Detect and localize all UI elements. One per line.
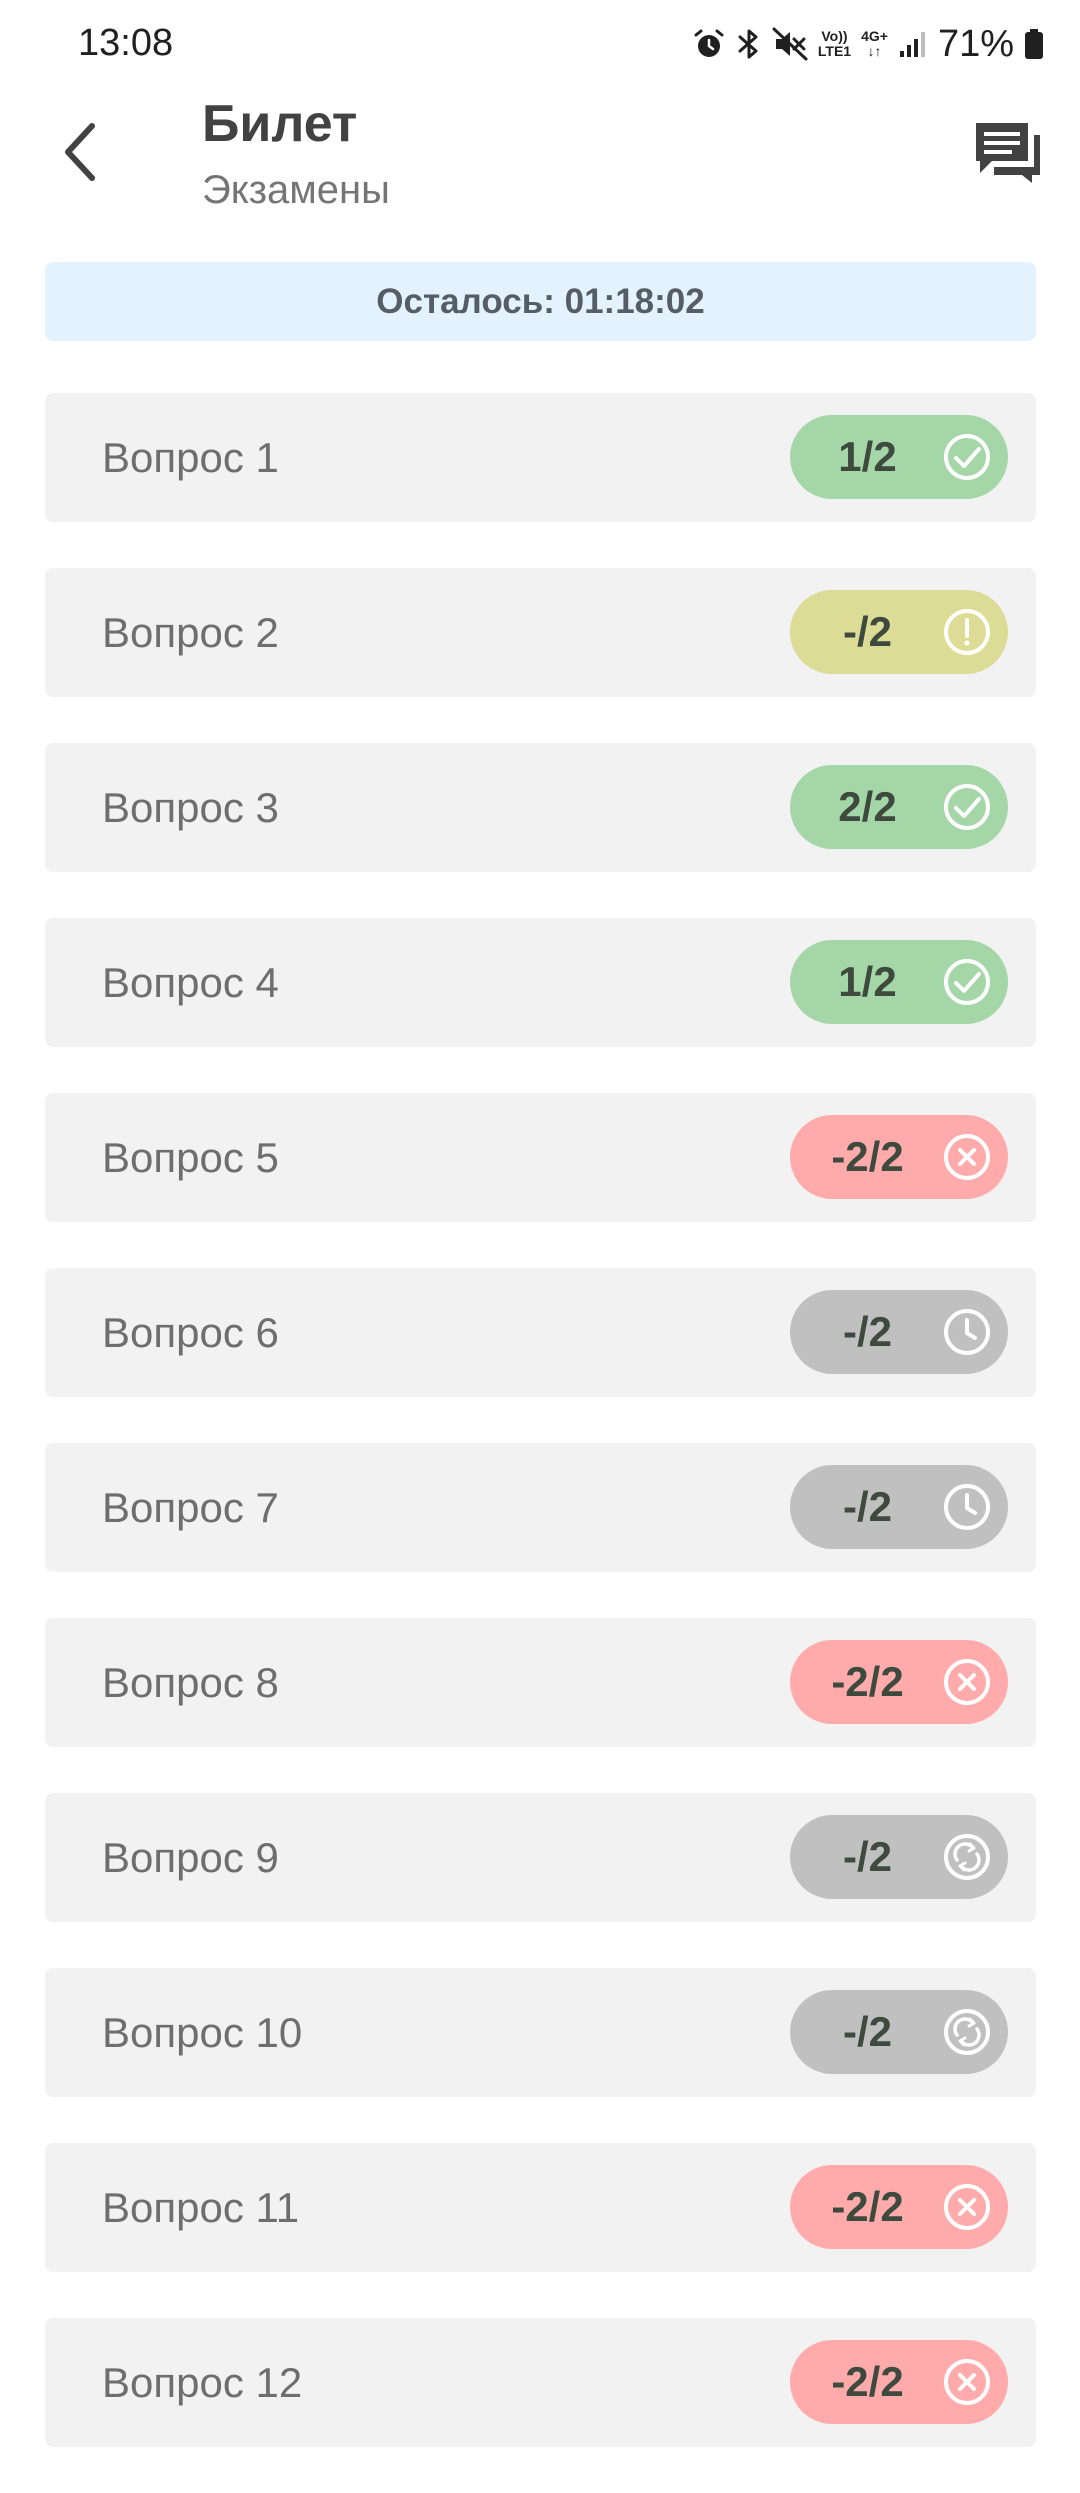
question-label: Вопрос 3 — [102, 784, 279, 831]
score-badge: 2/2 — [790, 765, 1008, 849]
score-badge: 1/2 — [790, 415, 1008, 499]
question-item-5[interactable]: Вопрос 5 -2/2 — [45, 1093, 1036, 1222]
question-label: Вопрос 12 — [102, 2359, 303, 2406]
status-icons: Vo)) LTE1 4G+ ↓↑ 71% — [692, 22, 1044, 66]
score-badge: -/2 — [790, 1815, 1008, 1899]
page-title: Билет — [202, 95, 358, 153]
question-label: Вопрос 9 — [102, 1834, 279, 1881]
page-subtitle: Экзамены — [202, 168, 390, 212]
score-text: 1/2 — [838, 958, 897, 1005]
battery-percent: 71% — [937, 22, 1014, 65]
score-text: -/2 — [842, 2008, 892, 2055]
signal-icon — [898, 22, 928, 66]
question-list: Вопрос 1 1/2 Вопрос 2 -/2 Вопрос 3 2/2 В… — [45, 393, 1036, 2493]
alarm-icon — [692, 22, 726, 66]
score-text: -/2 — [842, 608, 892, 655]
time-remaining-banner: Осталось: 01:18:02 — [45, 262, 1036, 341]
clock-icon — [942, 1307, 992, 1357]
score-text: -2/2 — [831, 1133, 904, 1180]
question-item-12[interactable]: Вопрос 12 -2/2 — [45, 2318, 1036, 2447]
score-badge: -2/2 — [790, 1115, 1008, 1199]
chat-icon — [972, 119, 1044, 190]
score-badge: -2/2 — [790, 1640, 1008, 1724]
question-label: Вопрос 6 — [102, 1309, 279, 1356]
x-circle-icon — [942, 1132, 992, 1182]
question-item-1[interactable]: Вопрос 1 1/2 — [45, 393, 1036, 522]
check-circle-icon — [942, 957, 992, 1007]
score-badge: -/2 — [790, 1990, 1008, 2074]
question-item-4[interactable]: Вопрос 4 1/2 — [45, 918, 1036, 1047]
score-badge: -2/2 — [790, 2340, 1008, 2424]
bluetooth-icon — [736, 22, 762, 66]
mute-icon — [772, 22, 808, 66]
question-item-2[interactable]: Вопрос 2 -/2 — [45, 568, 1036, 697]
network-type: 4G+ — [861, 28, 888, 44]
status-bar: 13:08 Vo)) LTE1 4G+ ↓↑ 71% — [0, 0, 1080, 90]
question-item-6[interactable]: Вопрос 6 -/2 — [45, 1268, 1036, 1397]
back-arrow-icon — [58, 120, 102, 189]
sync-icon — [942, 2007, 992, 2057]
volte-top: Vo)) — [821, 28, 848, 44]
question-item-7[interactable]: Вопрос 7 -/2 — [45, 1443, 1036, 1572]
question-label: Вопрос 8 — [102, 1659, 279, 1706]
back-button[interactable] — [44, 110, 116, 198]
question-label: Вопрос 7 — [102, 1484, 279, 1531]
clock-icon — [942, 1482, 992, 1532]
x-circle-icon — [942, 2182, 992, 2232]
question-item-8[interactable]: Вопрос 8 -2/2 — [45, 1618, 1036, 1747]
question-label: Вопрос 4 — [102, 959, 279, 1006]
score-badge: -2/2 — [790, 2165, 1008, 2249]
chat-button[interactable] — [966, 112, 1050, 196]
question-label: Вопрос 10 — [102, 2009, 303, 2056]
check-circle-icon — [942, 432, 992, 482]
score-badge: -/2 — [790, 1290, 1008, 1374]
score-text: -/2 — [842, 1308, 892, 1355]
score-badge: -/2 — [790, 590, 1008, 674]
network-type-indicator: 4G+ ↓↑ — [861, 22, 888, 66]
score-text: -2/2 — [831, 2183, 904, 2230]
battery-icon — [1024, 22, 1044, 66]
question-item-11[interactable]: Вопрос 11 -2/2 — [45, 2143, 1036, 2272]
score-text: 2/2 — [838, 783, 897, 830]
question-item-9[interactable]: Вопрос 9 -/2 — [45, 1793, 1036, 1922]
score-text: 1/2 — [838, 433, 897, 480]
question-label: Вопрос 11 — [102, 2184, 300, 2231]
score-text: -2/2 — [831, 1658, 904, 1705]
score-badge: -/2 — [790, 1465, 1008, 1549]
question-label: Вопрос 2 — [102, 609, 279, 656]
data-arrows-icon: ↓↑ — [867, 43, 882, 59]
question-item-10[interactable]: Вопрос 10 -/2 — [45, 1968, 1036, 2097]
exclamation-circle-icon — [942, 607, 992, 657]
check-circle-icon — [942, 782, 992, 832]
score-badge: 1/2 — [790, 940, 1008, 1024]
x-circle-icon — [942, 1657, 992, 1707]
volte-bottom: LTE1 — [817, 43, 852, 59]
score-text: -2/2 — [831, 2358, 904, 2405]
question-item-3[interactable]: Вопрос 3 2/2 — [45, 743, 1036, 872]
score-text: -/2 — [842, 1483, 892, 1530]
question-label: Вопрос 1 — [102, 434, 279, 481]
question-label: Вопрос 5 — [102, 1134, 279, 1181]
status-time: 13:08 — [78, 22, 174, 64]
score-text: -/2 — [842, 1833, 892, 1880]
volte-indicator: Vo)) LTE1 — [818, 22, 851, 66]
sync-icon — [942, 1832, 992, 1882]
